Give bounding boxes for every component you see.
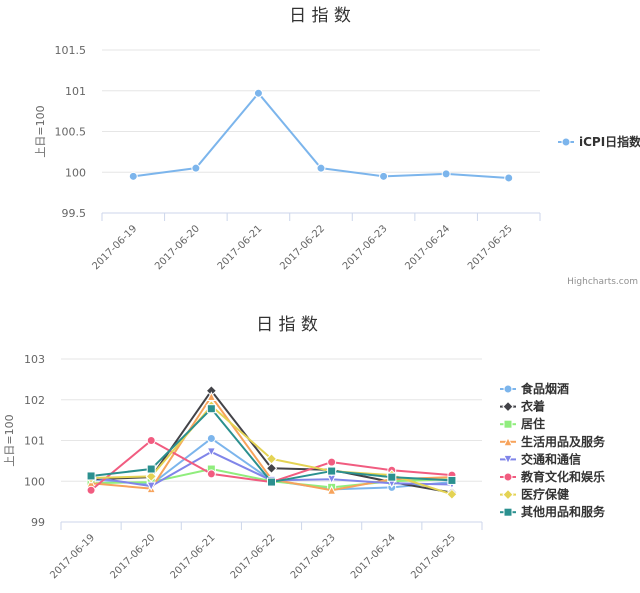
- x-tick-label: 2017-06-24: [349, 532, 398, 581]
- chart-svg: 日 指 数 99.5 100 100.5 101 101.5 上日=100 2017-06-1…: [34, 6, 640, 272]
- data-point[interactable]: [146, 464, 156, 474]
- legend-label: 生活用品及服务: [521, 434, 606, 449]
- legend-marker[interactable]: [503, 507, 513, 517]
- data-point[interactable]: [379, 171, 389, 181]
- legend-label: 食品烟酒: [520, 381, 569, 396]
- legend-marker[interactable]: [502, 488, 514, 501]
- data-point[interactable]: [387, 472, 397, 482]
- legend-marker[interactable]: [503, 454, 513, 465]
- data-point[interactable]: [128, 171, 138, 181]
- data-point[interactable]: [191, 163, 201, 173]
- y-tick-label: 99.5: [62, 207, 87, 220]
- data-point[interactable]: [316, 163, 326, 173]
- y-tick-label: 101.5: [55, 44, 87, 57]
- legend-item[interactable]: 其他用品和服务: [500, 504, 606, 519]
- legend-marker[interactable]: [503, 384, 513, 394]
- legend-label: 医疗保健: [521, 487, 570, 502]
- legend-marker[interactable]: [503, 419, 513, 429]
- y-tick-label: 100.5: [55, 126, 87, 139]
- legend-marker[interactable]: [561, 137, 571, 147]
- data-point[interactable]: [267, 477, 276, 487]
- data-point[interactable]: [146, 481, 157, 492]
- chart-title: 日 指 数: [289, 6, 351, 26]
- legend-item[interactable]: 医疗保健: [500, 487, 570, 502]
- x-tick-label: 2017-06-22: [229, 532, 278, 581]
- data-point[interactable]: [326, 485, 337, 495]
- data-point[interactable]: [206, 469, 216, 479]
- y-tick-label: 101: [24, 435, 45, 448]
- legend-marker[interactable]: [503, 472, 513, 482]
- legend-label: iCPI日指数: [579, 134, 640, 149]
- data-point[interactable]: [327, 466, 337, 476]
- x-tick-label: 2017-06-21: [169, 532, 218, 581]
- data-point[interactable]: [253, 88, 263, 98]
- x-tick-label: 2017-06-25: [466, 223, 515, 272]
- legend-item[interactable]: 交通和通信: [500, 451, 581, 466]
- x-tick-label: 2017-06-19: [48, 532, 97, 581]
- data-point[interactable]: [206, 404, 216, 414]
- data-point[interactable]: [206, 447, 217, 458]
- data-point[interactable]: [265, 453, 278, 465]
- legend-item[interactable]: iCPI日指数: [558, 134, 640, 149]
- legend-item[interactable]: 教育文化和娱乐: [500, 469, 605, 484]
- y-tick-label: 99: [31, 516, 45, 529]
- data-point[interactable]: [206, 433, 216, 443]
- x-tick-label: 2017-06-20: [108, 532, 157, 581]
- x-tick-label: 2017-06-22: [278, 223, 327, 272]
- data-point[interactable]: [146, 436, 156, 445]
- icpi-daily-index-chart: 日 指 数 99.5 100 100.5 101 101.5 上日=100 2017-06-1…: [0, 0, 640, 295]
- data-point[interactable]: [86, 471, 96, 481]
- legend-label: 教育文化和娱乐: [520, 469, 605, 484]
- x-tick-label: 2017-06-20: [153, 223, 202, 272]
- y-tick-label: 103: [24, 353, 45, 366]
- data-point[interactable]: [145, 470, 157, 483]
- x-tick-label: 2017-06-23: [289, 532, 338, 581]
- data-point[interactable]: [441, 169, 451, 179]
- y-tick-label: 100: [24, 475, 45, 488]
- x-tick-label: 2017-06-25: [409, 532, 458, 581]
- legend-item[interactable]: 居住: [500, 416, 545, 431]
- y-tick-label: 100: [65, 166, 86, 179]
- chart-title: 日 指 数: [256, 315, 318, 335]
- category-daily-index-chart: 日 指 数 99 100 101 102 103 上日=100 2017-06-19 2017-…: [0, 300, 640, 589]
- legend-label: 交通和通信: [521, 451, 581, 466]
- data-point[interactable]: [327, 457, 337, 467]
- legend-label: 衣着: [521, 399, 545, 414]
- data-point[interactable]: [86, 485, 96, 495]
- x-tick-label: 2017-06-24: [403, 223, 452, 272]
- y-tick-label: 101: [65, 85, 86, 98]
- data-point[interactable]: [446, 488, 458, 500]
- legend-marker[interactable]: [503, 436, 513, 447]
- data-point[interactable]: [447, 475, 457, 485]
- data-point[interactable]: [504, 173, 514, 183]
- x-tick-label: 2017-06-23: [341, 223, 390, 272]
- legend-marker[interactable]: [502, 400, 514, 413]
- x-tick-label: 2017-06-19: [91, 223, 140, 272]
- data-point[interactable]: [265, 462, 278, 474]
- legend-label: 其他用品和服务: [521, 504, 606, 519]
- legend-item[interactable]: 衣着: [500, 399, 545, 414]
- legend-label: 居住: [521, 416, 545, 431]
- x-tick-label: 2017-06-21: [216, 223, 265, 272]
- legend-item[interactable]: 生活用品及服务: [500, 434, 606, 449]
- y-axis-title: 上日=100: [3, 414, 16, 466]
- legend-item[interactable]: 食品烟酒: [500, 381, 569, 396]
- y-tick-label: 102: [24, 394, 45, 407]
- y-axis-title: 上日=100: [34, 105, 47, 157]
- credits-link[interactable]: Highcharts.com: [567, 277, 638, 287]
